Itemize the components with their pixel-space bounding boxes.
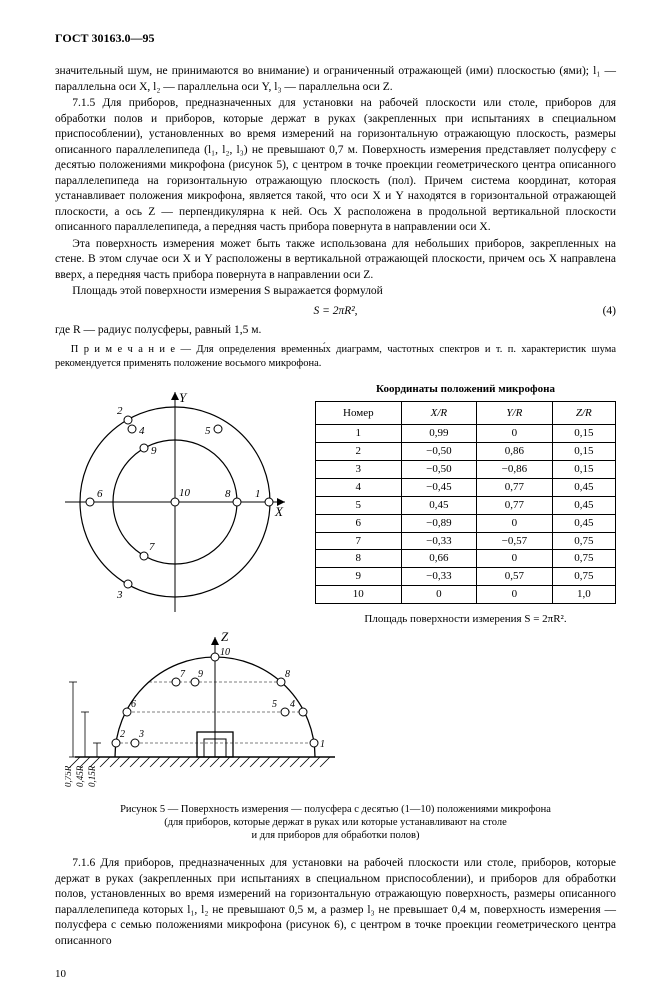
table-row: 7−0,33−0,570,75 [316,532,616,550]
svg-text:9: 9 [151,445,157,457]
svg-text:Z: Z [221,629,229,644]
svg-text:6: 6 [131,699,136,710]
paragraph-2: 7.1.5 Для приборов, предназначенных для … [55,96,616,236]
svg-text:0,45R: 0,45R [75,765,85,787]
table-row: 10,9900,15 [316,425,616,443]
svg-text:3: 3 [116,589,123,601]
th-z: Z/R [552,401,615,425]
svg-text:4: 4 [290,699,295,710]
formula-text: S = 2πR², [313,305,357,317]
note: П р и м е ч а н и е — Для определения вр… [55,343,616,371]
svg-text:8: 8 [285,669,290,680]
svg-text:2: 2 [117,405,123,417]
table-row: 4−0,450,770,45 [316,479,616,497]
page-number: 10 [55,967,616,982]
svg-text:4: 4 [139,425,145,437]
svg-text:6: 6 [97,488,103,500]
paragraph-4: Площадь этой поверхности измерения S выр… [55,284,616,300]
doc-header: ГОСТ 30163.0—95 [55,30,616,46]
paragraph-3: Эта поверхность измерения может быть так… [55,237,616,284]
axis-x-label: X [274,504,284,519]
table-row: 10001,0 [316,586,616,604]
svg-text:0,15R: 0,15R [87,765,97,787]
svg-text:7: 7 [180,669,186,680]
svg-text:10: 10 [220,647,230,658]
paragraph-1: значительный шум, не принимаются во вним… [55,64,616,95]
surface-formula: Площадь поверхности измерения S = 2πR². [315,612,616,627]
table-row: 50,450,770,45 [316,496,616,514]
svg-text:7: 7 [149,541,155,553]
table-caption: Координаты положений микрофона [315,382,616,397]
formula-number: (4) [603,304,616,320]
paragraph-5: где R — радиус полусферы, равный 1,5 м. [55,323,616,339]
formula-4: S = 2πR², (4) [55,304,616,320]
th-num: Номер [316,401,402,425]
svg-text:10: 10 [179,487,191,499]
svg-text:9: 9 [198,669,203,680]
figure-caption: Рисунок 5 — Поверхность измерения — полу… [55,803,616,842]
svg-text:2: 2 [120,729,125,740]
table-row: 9−0,330,570,75 [316,568,616,586]
svg-text:1: 1 [255,488,261,500]
table-row: 2−0,500,860,15 [316,443,616,461]
paragraph-6: 7.1.6 Для приборов, предназначенных для … [55,856,616,949]
th-y: Y/R [477,401,553,425]
th-x: X/R [401,401,477,425]
table-row: 3−0,50−0,860,15 [316,461,616,479]
diagram-top-view: Y X 1 2 3 4 5 6 7 [55,382,295,612]
table-row: 80,6600,75 [316,550,616,568]
svg-text:5: 5 [205,425,211,437]
coordinates-table: Номер X/R Y/R Z/R 10,9900,152−0,500,860,… [315,401,616,604]
svg-text:0,75R: 0,75R [65,765,73,787]
axis-y-label: Y [179,390,188,405]
svg-text:3: 3 [138,729,144,740]
diagram-side-view: Z 1 2 3 4 5 6 7 8 9 10 0,15R 0,45R 0,75R [65,627,345,797]
svg-text:5: 5 [272,699,277,710]
svg-text:1: 1 [320,739,325,750]
table-row: 6−0,8900,45 [316,514,616,532]
svg-text:8: 8 [225,488,231,500]
